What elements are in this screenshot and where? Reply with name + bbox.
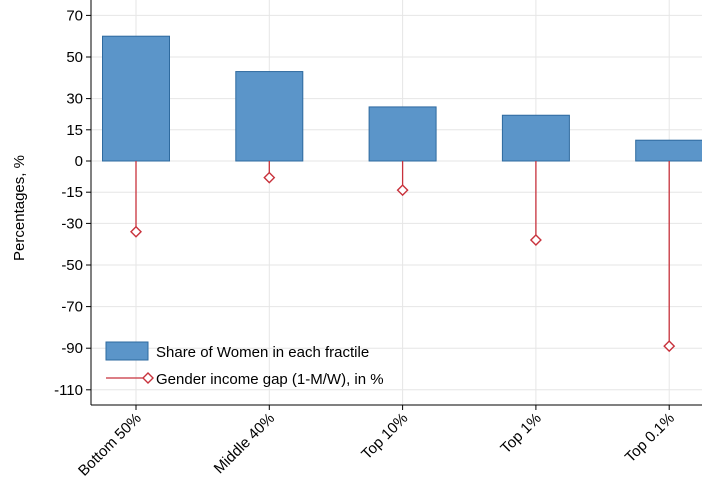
y-tick-label: -15 [61,184,83,201]
y-axis-title: Percentages, % [11,155,28,261]
bars [102,35,702,162]
axes [86,0,702,410]
y-tick-label: 50 [66,49,83,66]
y-tick-label: -30 [61,215,83,232]
diamond-marker [396,184,409,197]
y-tick-label: -70 [61,299,83,316]
bar [368,106,437,162]
y-tick-labels: 70 50 30 15 0 -15 -30 -50 -70 -90 -110 [54,7,83,398]
legend-bar-swatch [105,341,149,361]
y-tick-label: 70 [66,7,83,24]
y-tick-label: 0 [75,153,83,170]
bar [235,71,304,162]
y-tick-label: -90 [61,340,83,357]
legend-label-bar: Share of Women in each fractile [156,344,369,361]
legend-label-dropline: Gender income gap (1-M/W), in % [156,371,384,388]
legend: Share of Women in each fractile Gender i… [105,341,384,388]
y-tick-label: 15 [66,122,83,139]
bar [635,139,702,162]
diamond-marker [130,225,142,238]
legend-diamond-marker [142,372,154,384]
diamond-marker [663,340,676,353]
bar [102,35,170,162]
diamond-marker [263,171,276,184]
y-tick-label: 30 [66,91,83,108]
droplines [130,161,676,353]
bar [501,114,570,162]
y-tick-label: -50 [61,257,83,274]
y-tick-label: -110 [54,382,83,399]
diamond-marker [529,234,542,247]
